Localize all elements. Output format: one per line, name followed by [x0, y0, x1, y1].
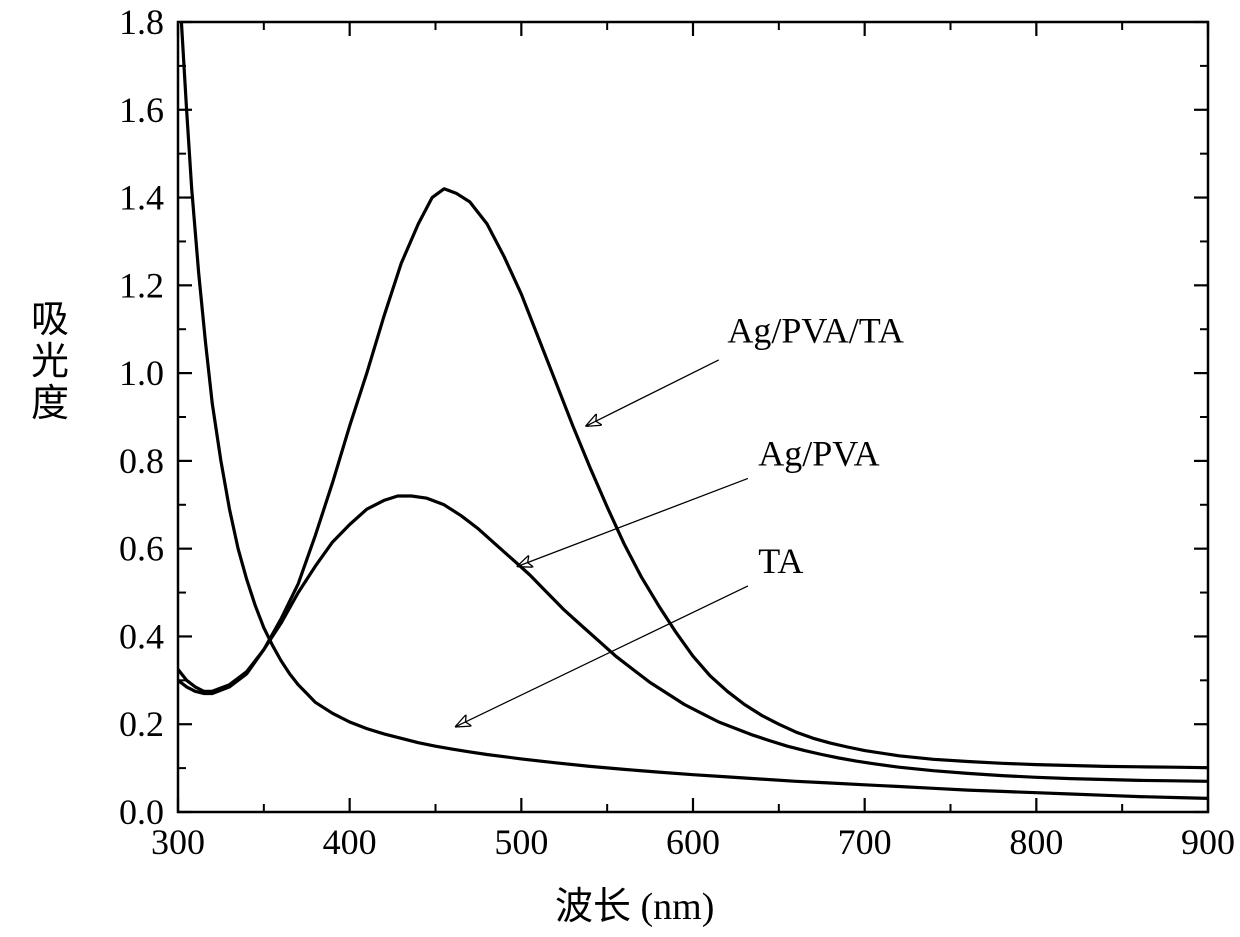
series-label-TA: TA	[758, 541, 803, 581]
chart-container: { "chart": { "type": "line", "width": 12…	[0, 0, 1240, 937]
svg-text:400: 400	[323, 822, 377, 862]
series-TA	[178, 0, 1208, 798]
svg-text:0.4: 0.4	[119, 616, 164, 656]
series-Ag/PVA/TA	[178, 189, 1208, 768]
series-Ag/PVA	[178, 496, 1208, 781]
y-axis-label-char1: 吸	[31, 299, 69, 341]
svg-text:1.0: 1.0	[119, 353, 164, 393]
series-label-Ag/PVA: Ag/PVA	[758, 433, 879, 473]
series-label-Ag/PVA/TA: Ag/PVA/TA	[727, 310, 903, 350]
svg-text:900: 900	[1181, 822, 1235, 862]
svg-text:1.6: 1.6	[119, 90, 164, 130]
svg-text:0.8: 0.8	[119, 441, 164, 481]
arrow-Ag/PVA	[518, 478, 748, 566]
svg-text:1.4: 1.4	[119, 178, 164, 218]
svg-text:500: 500	[494, 822, 548, 862]
y-axis-label: 吸 光 度	[30, 300, 70, 425]
svg-text:700: 700	[838, 822, 892, 862]
svg-text:600: 600	[666, 822, 720, 862]
svg-text:1.2: 1.2	[119, 265, 164, 305]
arrow-TA	[456, 586, 748, 726]
svg-text:0.0: 0.0	[119, 792, 164, 832]
spectrum-chart: 3004005006007008009000.00.20.40.60.81.01…	[0, 0, 1240, 937]
x-axis-label: 波长 (nm)	[555, 875, 714, 930]
svg-text:1.8: 1.8	[119, 2, 164, 42]
y-axis-label-char2: 光	[31, 341, 69, 383]
svg-text:800: 800	[1009, 822, 1063, 862]
y-axis-label-char3: 度	[31, 383, 69, 425]
arrow-Ag/PVA/TA	[587, 360, 719, 426]
svg-text:0.2: 0.2	[119, 704, 164, 744]
svg-text:0.6: 0.6	[119, 529, 164, 569]
